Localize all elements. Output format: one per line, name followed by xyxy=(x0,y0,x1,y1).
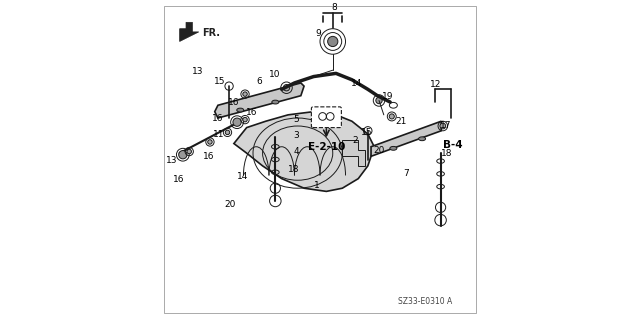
Text: B-4: B-4 xyxy=(443,140,462,150)
Text: 15: 15 xyxy=(361,128,372,137)
Ellipse shape xyxy=(419,137,426,141)
Polygon shape xyxy=(342,140,365,166)
Polygon shape xyxy=(371,121,441,156)
Ellipse shape xyxy=(237,108,244,112)
Circle shape xyxy=(440,123,445,129)
Text: 13: 13 xyxy=(192,67,204,76)
Ellipse shape xyxy=(390,146,397,150)
Text: 19: 19 xyxy=(382,92,394,101)
Polygon shape xyxy=(180,22,199,41)
Polygon shape xyxy=(215,83,304,118)
Circle shape xyxy=(233,118,241,126)
Text: 16: 16 xyxy=(212,114,223,123)
Text: 3: 3 xyxy=(294,131,300,140)
Text: 20: 20 xyxy=(374,146,385,155)
Text: 16: 16 xyxy=(246,108,258,117)
Text: 1: 1 xyxy=(314,181,319,189)
Text: 15: 15 xyxy=(214,77,226,86)
Polygon shape xyxy=(234,112,374,191)
Text: 7: 7 xyxy=(403,169,409,178)
Text: 16: 16 xyxy=(228,98,239,107)
Text: 4: 4 xyxy=(294,147,300,156)
Text: 8: 8 xyxy=(332,4,337,12)
Text: 6: 6 xyxy=(256,77,262,86)
Circle shape xyxy=(284,85,290,91)
Text: 13: 13 xyxy=(166,156,177,165)
Circle shape xyxy=(187,149,191,154)
Text: 18: 18 xyxy=(288,165,300,174)
Circle shape xyxy=(179,151,187,159)
FancyBboxPatch shape xyxy=(312,107,341,128)
Circle shape xyxy=(225,130,230,135)
Circle shape xyxy=(243,92,247,96)
Text: 18: 18 xyxy=(440,149,452,158)
Text: FR.: FR. xyxy=(202,28,220,39)
Text: 21: 21 xyxy=(395,117,406,126)
Circle shape xyxy=(243,117,247,122)
Text: 5: 5 xyxy=(294,115,300,124)
Text: 14: 14 xyxy=(237,172,248,181)
Ellipse shape xyxy=(272,100,279,104)
Text: 14: 14 xyxy=(351,79,363,88)
Circle shape xyxy=(376,97,382,104)
Text: 16: 16 xyxy=(173,175,184,184)
Text: E-2-10: E-2-10 xyxy=(308,142,345,152)
Text: 10: 10 xyxy=(269,70,280,79)
Text: 11: 11 xyxy=(213,130,225,139)
Circle shape xyxy=(328,36,338,47)
Text: SZ33-E0310 A: SZ33-E0310 A xyxy=(398,297,452,306)
Text: 2: 2 xyxy=(352,136,358,145)
Text: 20: 20 xyxy=(224,200,236,209)
Text: 9: 9 xyxy=(316,29,321,38)
Text: 16: 16 xyxy=(203,152,214,161)
Circle shape xyxy=(208,140,212,144)
Circle shape xyxy=(389,114,394,119)
Text: 12: 12 xyxy=(430,80,442,89)
Text: 17: 17 xyxy=(440,121,451,130)
